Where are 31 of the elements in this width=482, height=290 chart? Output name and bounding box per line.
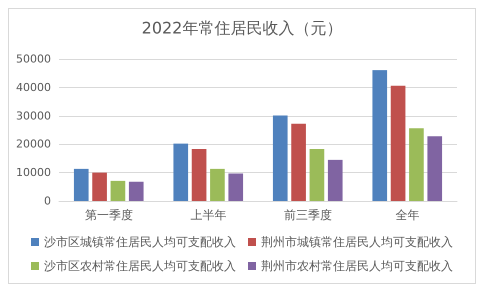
bar [310, 149, 324, 201]
y-tick-label: 20000 [16, 138, 51, 151]
bar [173, 144, 188, 201]
x-tick-label: 前三季度 [284, 208, 332, 222]
bar [272, 116, 288, 201]
bar [210, 168, 225, 201]
y-tick-label: 50000 [16, 52, 51, 66]
bar [372, 70, 388, 201]
bar [128, 182, 144, 201]
legend-label: 沙市区农村常住居民人均可支配收入 [44, 259, 236, 273]
legend-label: 荆州市城镇常住居民人均可支配收入 [261, 235, 453, 249]
bar [409, 128, 424, 201]
bar [192, 149, 206, 201]
bar [390, 86, 406, 201]
bar [74, 168, 89, 201]
bar [328, 160, 343, 201]
y-tick-label: 10000 [16, 166, 51, 180]
y-tick-label: 40000 [16, 80, 51, 94]
legend-label: 荆州市农村常住居民人均可支配收入 [261, 259, 453, 273]
y-tick-label: 0 [44, 194, 51, 208]
y-tick-label: 30000 [16, 109, 51, 122]
x-tick-label: 上半年 [190, 208, 226, 222]
bar [110, 180, 126, 201]
chart-title: 2022年常住居民收入（元） [142, 18, 342, 38]
bar [228, 173, 244, 201]
bar [427, 136, 442, 201]
bar [92, 172, 107, 201]
bar [291, 124, 306, 201]
x-tick-label: 第一季度 [84, 208, 133, 222]
x-tick-label: 全年 [395, 208, 420, 222]
legend-label: 沙市区城镇常住居民人均可支配收入 [44, 235, 236, 249]
